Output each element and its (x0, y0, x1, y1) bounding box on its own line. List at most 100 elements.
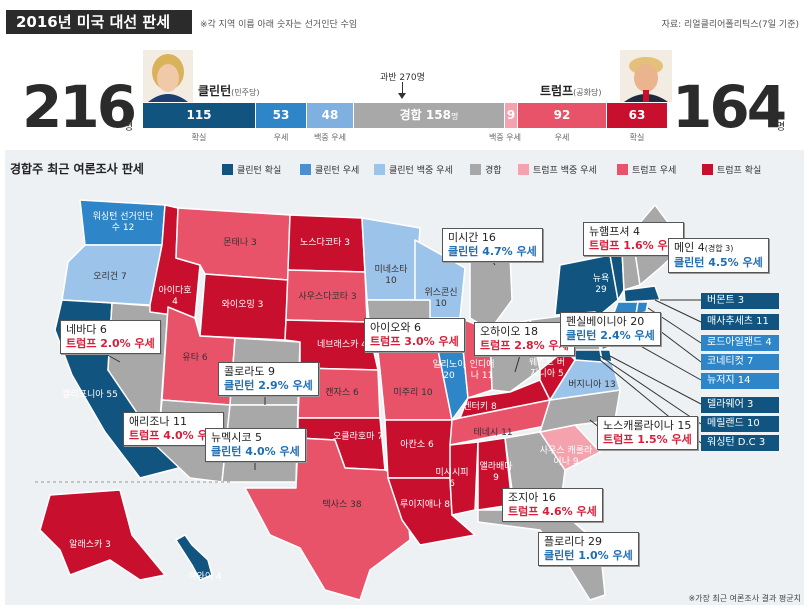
callout-subnote: (경합 3) (704, 244, 734, 253)
callout-pennsylvania: 펜실베이니아 20 클린턴 2.4% 우세 (560, 312, 661, 346)
bar-clinton-lean: 48 (307, 103, 353, 128)
label-alabama: 앨라배마 9 (479, 462, 513, 483)
footnote: ※가장 최근 여론조사 결과 평균치 (688, 594, 801, 603)
trump-party: (공화당) (573, 88, 602, 97)
ne-label-vermont: 버몬트 3 (701, 293, 779, 309)
state-maryland (574, 349, 603, 363)
label-wisconsin: 위스콘신 10 (424, 288, 458, 309)
label-louisiana: 루이지애나 8 (400, 500, 450, 510)
label-utah: 유타 6 (182, 353, 208, 363)
callout-georgia: 조지아 16 트럼프 4.6% 우세 (502, 488, 603, 522)
legend-label: 클린턴 백중 우세 (389, 166, 453, 176)
source-note: 자료: 리얼클리어폴리틱스(7일 기준) (661, 20, 799, 30)
bar-label-trump-solid: 확실 (629, 133, 645, 142)
callout-name: 콜로라도 9 (224, 365, 275, 378)
bar-tossup-value: 158 (425, 108, 451, 122)
legend-swatch (617, 164, 628, 175)
callout-value: 트럼프 1.6% 우세 (589, 239, 678, 252)
callout-value: 트럼프 3.0% 우세 (370, 335, 459, 348)
label-washington: 워싱턴 선거인단 수 12 (92, 212, 154, 233)
ne-label-massachusetts: 매사추세츠 11 (701, 314, 779, 330)
callout-name: 펜실베이니아 20 (566, 315, 645, 328)
ne-label-connecticut: 코네티컷 7 (701, 354, 779, 370)
callout-name: 노스캐롤라이나 15 (603, 419, 692, 432)
legend-label: 경합 (485, 166, 502, 176)
label-arkansas: 아칸소 6 (400, 440, 434, 450)
callout-name: 조지아 16 (508, 491, 556, 504)
callout-value: 클린턴 4.5% 우세 (674, 256, 763, 269)
legend-swatch (300, 164, 311, 175)
callout-name: 미시간 16 (448, 231, 496, 244)
header-note: ※각 지역 이름 아래 숫자는 선거인단 수임 (200, 20, 358, 30)
trump-total-unit: 명 (776, 122, 786, 133)
label-virginia: 버지니아 13 (568, 380, 616, 390)
callout-value: 트럼프 2.8% 우세 (480, 339, 569, 352)
state-alaska (39, 489, 166, 581)
label-indiana: 인디애나 11 (469, 360, 495, 381)
label-wyoming: 와이오밍 3 (221, 300, 264, 310)
callout-value: 클린턴 1.0% 우세 (544, 549, 633, 562)
callout-value: 클린턴 2.4% 우세 (566, 329, 655, 342)
legend-item: 클린턴 백중 우세 (374, 163, 453, 176)
bar-trump-solid: 63 (607, 103, 667, 128)
label-kentucky: 켄터키 8 (463, 402, 497, 412)
callout-michigan: 미시간 16 클린턴 4.7% 우세 (442, 228, 543, 262)
majority-arrow-icon (398, 93, 406, 99)
callout-value: 트럼프 4.0% 우세 (129, 429, 218, 442)
bar-clinton-solid: 115 (143, 103, 255, 128)
state-texas (244, 437, 411, 601)
legend-swatch (518, 164, 529, 175)
label-mississippi: 미시시피 6 (435, 468, 469, 489)
bar-tossup-unit: 명 (450, 112, 459, 121)
ne-label-delaware: 델라웨어 3 (701, 397, 779, 413)
legend-item: 트럼프 백중 우세 (518, 163, 597, 176)
legend-item: 클린턴 확실 (222, 163, 281, 176)
label-oklahoma: 오클라호마 7 (333, 432, 383, 442)
callout-ohio: 오하이오 18 트럼프 2.8% 우세 (474, 322, 575, 356)
legend-label: 트럼프 백중 우세 (533, 166, 597, 176)
ne-label-new-jersey: 뉴저지 14 (701, 373, 779, 389)
callout-maine: 메인 4(경합 3) 클린턴 4.5% 우세 (668, 238, 769, 273)
label-montana: 몬태나 3 (223, 238, 257, 248)
callout-name: 애리조나 11 (129, 415, 187, 428)
label-tennessee: 테네시 11 (473, 428, 513, 438)
clinton-total-unit: 명 (124, 122, 134, 133)
legend-title: 경합주 최근 여론조사 판세 (10, 162, 144, 176)
clinton-party: (민주당) (231, 88, 260, 97)
label-south-dakota: 사우스다코타 3 (298, 292, 357, 302)
state-hawaii (175, 534, 213, 581)
callout-florida: 플로리다 29 클린턴 1.0% 우세 (538, 532, 639, 566)
clinton-portrait (143, 50, 193, 102)
bar-clinton-likely: 53 (256, 103, 306, 128)
label-oregon: 오리건 7 (93, 272, 127, 282)
label-new-york: 뉴욕 29 (592, 274, 610, 295)
legend-label: 클린턴 우세 (315, 166, 360, 176)
legend-item: 클린턴 우세 (300, 163, 359, 176)
majority-line (402, 82, 403, 96)
label-illinois: 일리노이 20 (432, 360, 466, 381)
clinton-name-label: 클린턴(민주당) (198, 82, 259, 99)
callout-name: 뉴햄프셔 4 (589, 225, 640, 238)
bar-label-clinton-likely: 우세 (273, 133, 289, 142)
legend-label: 트럼프 우세 (632, 166, 677, 176)
legend-swatch (470, 164, 481, 175)
callout-name: 네바다 6 (66, 323, 107, 336)
callout-arizona: 애리조나 11 트럼프 4.0% 우세 (123, 412, 224, 446)
callout-nevada: 네바다 6 트럼프 2.0% 우세 (60, 320, 161, 354)
label-kansas: 캔자스 6 (325, 388, 359, 398)
callout-value: 트럼프 4.6% 우세 (508, 505, 597, 518)
callout-name: 아이오와 6 (370, 321, 421, 334)
state-minnesota (361, 217, 421, 301)
callout-value: 클린턴 2.9% 우세 (224, 379, 313, 392)
callout-value: 트럼프 2.0% 우세 (66, 337, 155, 350)
callout-colorado: 콜로라도 9 클린턴 2.9% 우세 (218, 362, 319, 396)
callout-name: 오하이오 18 (480, 325, 538, 338)
callout-name-text: 메인 4 (674, 241, 705, 254)
callout-name: 메인 4(경합 3) (674, 241, 763, 256)
bar-trump-likely: 92 (518, 103, 606, 128)
label-alaska: 알래스카 3 (69, 540, 111, 550)
callout-value: 클린턴 4.0% 우세 (211, 445, 300, 458)
legend-item: 트럼프 우세 (617, 163, 676, 176)
label-south-carolina: 사우스 캐롤라이나 9 (539, 446, 593, 467)
